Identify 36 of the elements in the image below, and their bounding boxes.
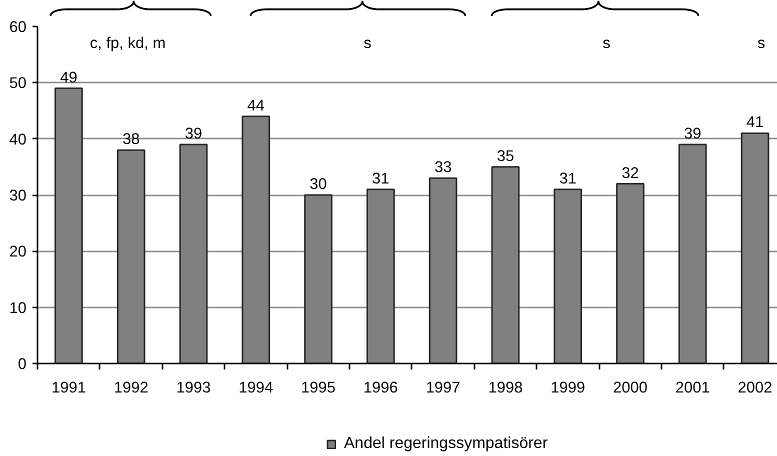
x-tick-label: 1994 [238, 380, 274, 396]
y-tick-label: 40 [9, 131, 27, 148]
x-tick-label: 1991 [51, 380, 86, 396]
legend-label: Andel regeringssympatisörer [344, 435, 548, 453]
data-label: 49 [60, 69, 78, 86]
y-tick-label: 60 [9, 19, 27, 36]
y-tick-label: 10 [9, 300, 27, 317]
data-label: 38 [122, 131, 140, 148]
y-tick-label: 30 [9, 188, 27, 204]
data-label: 44 [247, 97, 265, 114]
x-tick-label: 1996 [363, 380, 398, 396]
annotation: s [757, 34, 766, 52]
data-label: 31 [372, 170, 390, 188]
data-label: 32 [622, 164, 639, 182]
y-tick-label: 50 [9, 75, 27, 92]
data-label: 33 [434, 159, 452, 176]
x-tick-label: 1995 [301, 380, 336, 396]
y-tick-label: 0 [18, 356, 27, 373]
data-label: 30 [310, 176, 328, 193]
annotation: s [602, 34, 611, 52]
data-label: 39 [184, 125, 202, 142]
x-tick-label: 1999 [550, 380, 586, 396]
x-tick-label: 2001 [675, 380, 710, 396]
data-label: 31 [559, 170, 576, 188]
x-tick-label: 1998 [488, 380, 523, 396]
x-tick-label: 1997 [426, 380, 460, 396]
x-tick-label: 1993 [176, 380, 211, 396]
x-tick-label: 2000 [613, 380, 648, 396]
x-tick-label: 1992 [114, 380, 148, 396]
annotation: s [364, 34, 372, 52]
data-label: 39 [684, 125, 702, 142]
y-tick-label: 20 [9, 244, 27, 261]
x-tick-label: 2002 [738, 380, 772, 396]
data-label: 35 [496, 148, 514, 165]
annotation: c, fp, kd, m [90, 34, 166, 52]
data-label: 41 [746, 114, 764, 132]
